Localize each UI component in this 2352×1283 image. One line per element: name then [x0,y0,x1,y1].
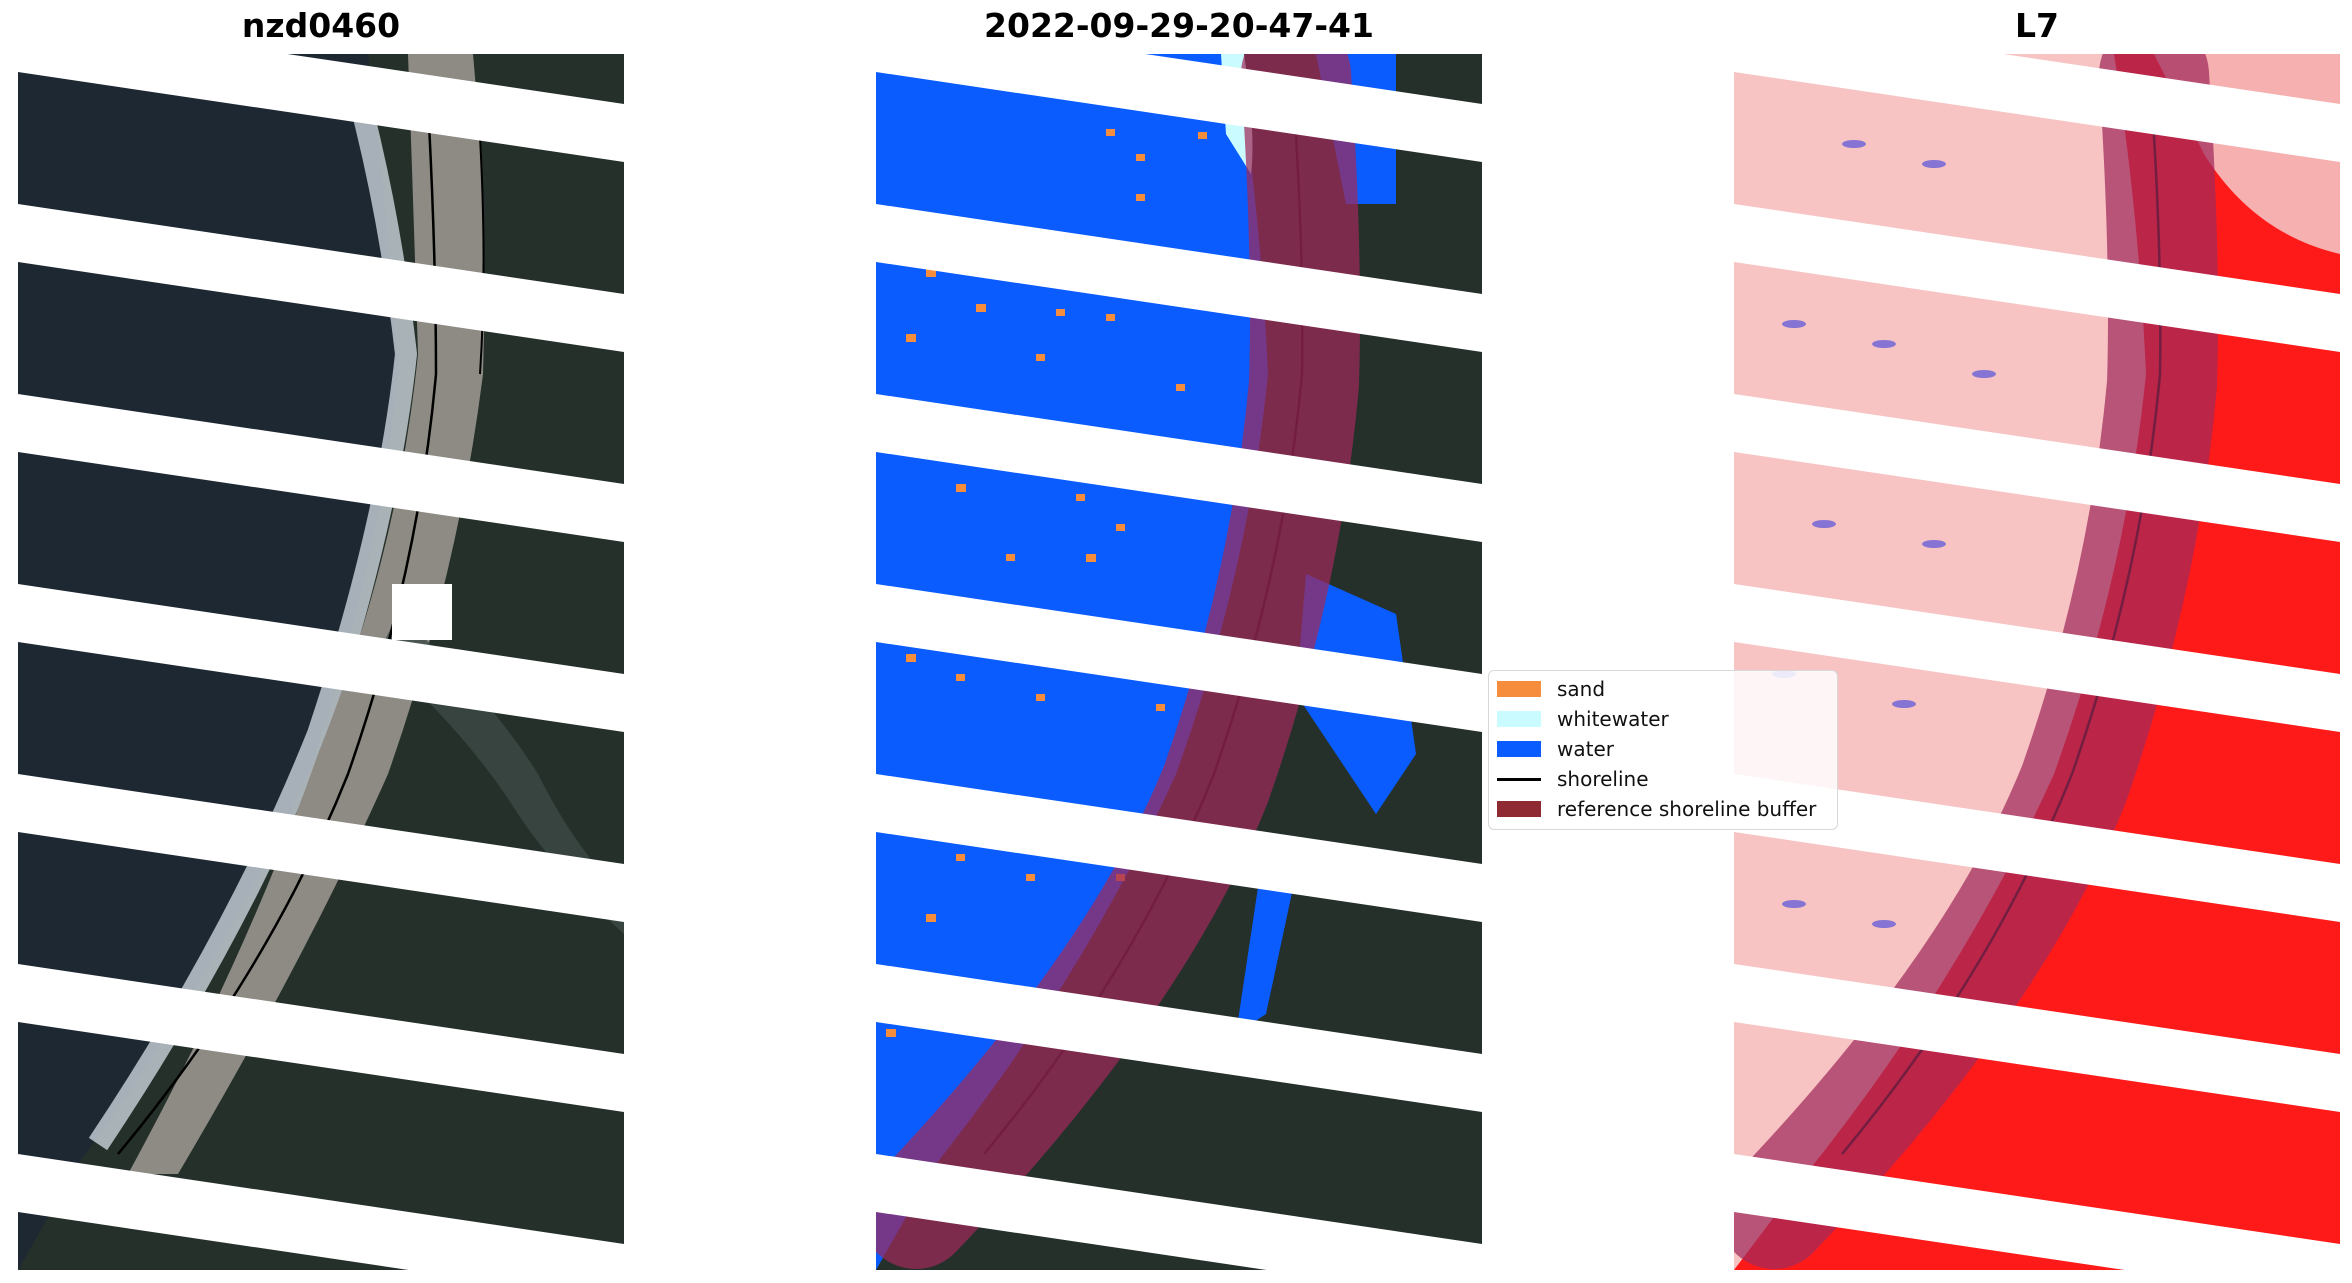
legend-label-shoreline: shoreline [1557,767,1649,791]
legend-swatch-water [1497,741,1541,757]
rgb-image [18,54,624,1270]
legend-item-shoreline: shoreline [1497,765,1649,793]
panel-title-classified: 2022-09-29-20-47-41 [984,6,1374,45]
index-image-panel [1734,54,2340,1270]
panel-title-rgb: nzd0460 [241,6,401,45]
index-image [1734,54,2340,1270]
legend-label-whitewater: whitewater [1557,707,1669,731]
panel-title-index: L7 [2015,6,2059,45]
legend-item-whitewater: whitewater [1497,705,1669,733]
legend-swatch-reference-buffer [1497,801,1541,817]
classified-image-panel [876,54,1482,1270]
rgb-image-panel [18,54,624,1270]
legend-line-shoreline [1497,777,1541,781]
legend-label-sand: sand [1557,677,1606,701]
legend-swatch-whitewater [1497,711,1541,727]
legend-swatch-sand [1497,681,1541,697]
legend-item-reference-buffer: reference shoreline buffer [1497,795,1816,823]
legend-item-water: water [1497,735,1614,763]
legend-item-sand: sand [1497,675,1605,703]
classified-image [876,54,1482,1270]
legend-label-water: water [1557,737,1614,761]
legend-label-reference-buffer: reference shoreline buffer [1557,797,1817,821]
legend: sand whitewater water shoreline referenc… [1488,670,1838,830]
